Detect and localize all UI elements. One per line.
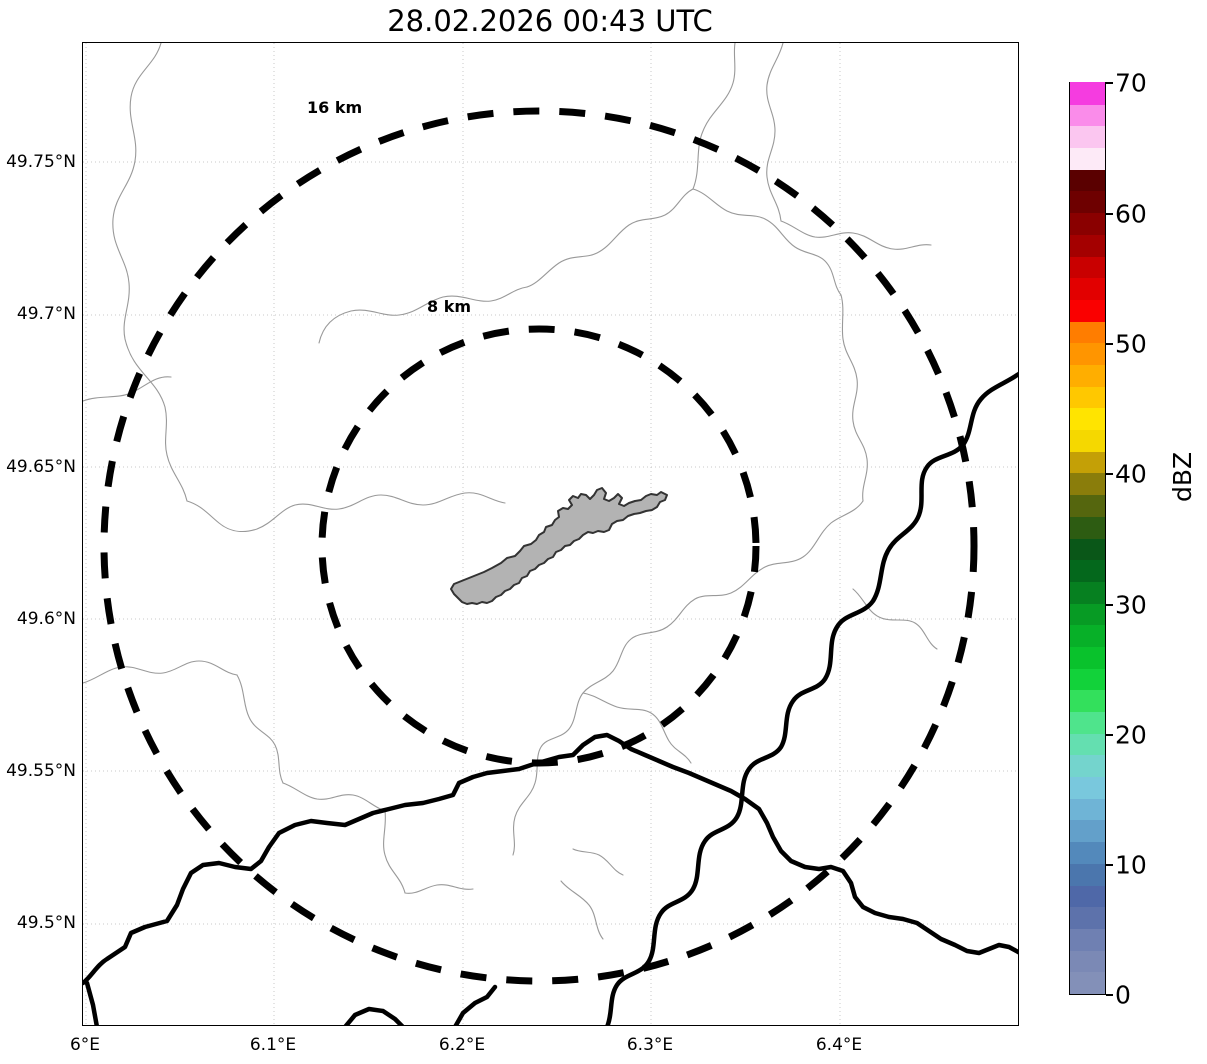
range-ring-16km-label: 16 km <box>307 98 363 117</box>
map-canvas <box>83 43 1018 1025</box>
colorbar-band <box>1070 624 1105 647</box>
colorbar-tickmark-70 <box>1106 82 1113 84</box>
ytick-label-49.65: 49.65°N <box>6 457 76 477</box>
colorbar[interactable] <box>1069 82 1106 995</box>
map-plot-area[interactable]: 16 km 8 km <box>82 42 1019 1026</box>
colorbar-tick-label-30: 30 <box>1115 590 1147 620</box>
colorbar-tickmark-0 <box>1106 994 1113 996</box>
xtick-label-6.3: 6.3°E <box>626 1035 674 1055</box>
colorbar-band <box>1070 190 1105 214</box>
colorbar-band <box>1070 928 1105 951</box>
colorbar-band <box>1070 841 1105 864</box>
colorbar-tickmark-60 <box>1106 213 1113 215</box>
colorbar-band <box>1070 451 1105 474</box>
xtick-label-6.1: 6.1°E <box>249 1035 297 1055</box>
colorbar-band <box>1070 234 1105 257</box>
xtick-label-6: 6°E <box>69 1035 101 1055</box>
colorbar-band <box>1070 147 1105 170</box>
colorbar-band <box>1070 255 1105 279</box>
colorbar-band <box>1070 819 1105 843</box>
colorbar-band <box>1070 299 1105 322</box>
colorbar-band <box>1070 516 1105 539</box>
range-ring-8km <box>318 325 760 767</box>
range-ring-8km-label: 8 km <box>427 297 472 316</box>
colorbar-axis-label: dBZ <box>1168 451 1197 502</box>
ytick-label-49.55: 49.55°N <box>6 761 76 781</box>
colorbar-tickmark-40 <box>1106 473 1113 475</box>
xtick-label-6.2: 6.2°E <box>438 1035 486 1055</box>
country-borders <box>83 371 1018 1025</box>
colorbar-band <box>1070 82 1105 105</box>
gridlines <box>83 43 1018 1025</box>
ytick-label-49.6: 49.6°N <box>16 609 76 629</box>
ytick-label-49.7: 49.7°N <box>16 304 76 324</box>
colorbar-tickmark-50 <box>1106 343 1113 345</box>
colorbar-tickmark-10 <box>1106 864 1113 866</box>
colorbar-band <box>1070 342 1105 365</box>
colorbar-band <box>1070 169 1105 192</box>
colorbar-tickmark-30 <box>1106 604 1113 606</box>
colorbar-band <box>1070 494 1105 517</box>
ytick-label-49.75: 49.75°N <box>6 152 76 172</box>
colorbar-band <box>1070 668 1105 691</box>
colorbar-band <box>1070 537 1105 561</box>
colorbar-band <box>1070 863 1105 886</box>
colorbar-tick-label-0: 0 <box>1115 980 1131 1010</box>
colorbar-tick-label-70: 70 <box>1115 68 1147 98</box>
city-polygon <box>450 487 668 605</box>
colorbar-band <box>1070 754 1105 778</box>
colorbar-band <box>1070 429 1105 452</box>
xtick-label-6.4: 6.4°E <box>815 1035 863 1055</box>
colorbar-band <box>1070 971 1105 994</box>
admin-boundaries <box>83 43 938 940</box>
colorbar-tick-label-60: 60 <box>1115 199 1147 229</box>
colorbar-band <box>1070 407 1105 431</box>
colorbar-band <box>1070 798 1105 821</box>
range-ring-16km <box>100 107 978 985</box>
colorbar-tick-label-50: 50 <box>1115 329 1147 359</box>
colorbar-band <box>1070 125 1105 149</box>
colorbar-band <box>1070 602 1105 626</box>
colorbar-band <box>1070 104 1105 127</box>
colorbar-band <box>1070 950 1105 973</box>
ytick-label-49.5: 49.5°N <box>16 913 76 933</box>
colorbar-band <box>1070 884 1105 908</box>
colorbar-tick-label-10: 10 <box>1115 850 1147 880</box>
colorbar-band <box>1070 646 1105 669</box>
colorbar-band <box>1070 689 1105 713</box>
colorbar-tickmark-20 <box>1106 734 1113 736</box>
colorbar-band <box>1070 212 1105 235</box>
colorbar-band <box>1070 321 1105 344</box>
colorbar-band <box>1070 733 1105 756</box>
colorbar-band <box>1070 364 1105 387</box>
colorbar-tick-label-20: 20 <box>1115 720 1147 750</box>
page-title: 28.02.2026 00:43 UTC <box>387 4 713 38</box>
colorbar-band <box>1070 581 1105 604</box>
colorbar-band <box>1070 711 1105 734</box>
colorbar-band <box>1070 472 1105 496</box>
colorbar-band <box>1070 559 1105 582</box>
colorbar-band <box>1070 277 1105 300</box>
colorbar-band <box>1070 386 1105 409</box>
colorbar-tick-label-40: 40 <box>1115 459 1147 489</box>
colorbar-band <box>1070 776 1105 799</box>
colorbar-band <box>1070 906 1105 929</box>
